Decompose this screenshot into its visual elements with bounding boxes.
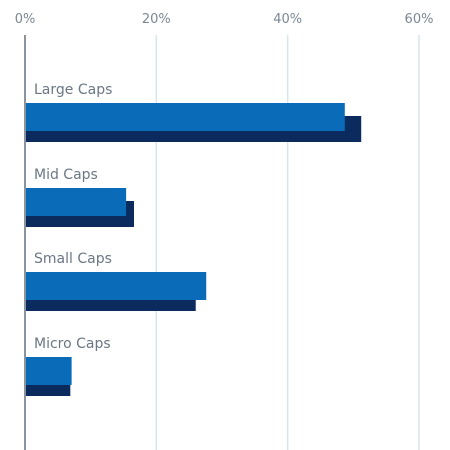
bar-series-1	[25, 272, 206, 300]
grid-lines	[156, 35, 419, 450]
category-label: Small Caps	[34, 251, 112, 267]
category-label: Mid Caps	[34, 167, 98, 183]
x-tick-label: 60%	[405, 12, 434, 27]
bars	[25, 103, 361, 396]
bar-series-1	[25, 103, 345, 131]
x-tick-label: 0%	[15, 12, 36, 27]
category-label: Large Caps	[34, 82, 112, 98]
x-tick-label: 20%	[142, 12, 171, 27]
x-tick-label: 40%	[273, 12, 302, 27]
bar-series-1	[25, 357, 72, 385]
category-label: Micro Caps	[34, 336, 111, 352]
bar-series-1	[25, 188, 126, 216]
x-axis-ticks: 0% 20% 40% 60%	[15, 12, 434, 27]
